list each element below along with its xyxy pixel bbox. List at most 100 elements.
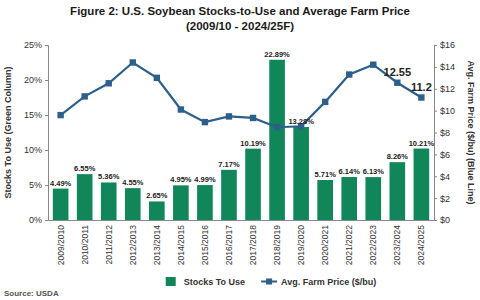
tick: $6 (434, 150, 450, 160)
tick-mark (45, 220, 48, 221)
tick-label: $0 (440, 215, 450, 225)
tick-mark (45, 150, 48, 151)
tick: $0 (434, 215, 450, 225)
tick-label: 10% (24, 145, 42, 155)
marker (418, 94, 424, 100)
y-axis: 0% 5% 10% 15% 20% 25% (24, 40, 49, 225)
tick-label: 2011/2012 (104, 225, 114, 265)
tick: 10% (24, 145, 48, 155)
tick-label: $14 (440, 62, 455, 72)
tick: $10 (434, 106, 455, 116)
tick: 2009/2010 (56, 225, 66, 265)
tick: 25% (24, 40, 48, 50)
tick-label: 2019/2020 (296, 225, 306, 265)
tick-mark (434, 111, 437, 112)
marker (57, 112, 63, 118)
tick: $12 (434, 84, 455, 94)
tick-label: $12 (440, 84, 455, 94)
marker (202, 119, 208, 125)
data-label: 4.49% (50, 179, 72, 188)
bar (365, 177, 381, 220)
tick-label: $2 (440, 194, 450, 204)
legend-label: Stocks To Use (184, 277, 245, 287)
tick-label: 2021/2022 (344, 225, 354, 265)
bar (197, 185, 213, 220)
y-axis-title: Stocks To Use (Green Column) (3, 67, 13, 199)
tick-label: 2012/2013 (128, 225, 138, 265)
bar (221, 170, 237, 220)
marker (130, 59, 136, 65)
tick: $16 (434, 40, 455, 50)
tick-label: $6 (440, 150, 450, 160)
tick-label: 2013/2014 (152, 225, 162, 265)
marker (226, 113, 232, 119)
tick-label: 25% (24, 40, 42, 50)
tick: 0% (29, 215, 48, 225)
tick-mark (434, 133, 437, 134)
tick-mark (434, 154, 437, 155)
marker (106, 80, 112, 86)
bar (317, 180, 333, 220)
tick-label: 2016/2017 (224, 225, 234, 265)
bar (149, 201, 165, 220)
tick: 2014/2015 (176, 225, 186, 265)
data-label: 4.55% (122, 178, 144, 187)
marker (178, 106, 184, 112)
bar (77, 174, 93, 220)
bar (390, 162, 406, 220)
legend-item: Avg. Farm Price ($/bu) (261, 277, 376, 287)
tick-label: 2020/2021 (320, 225, 330, 265)
tick-label: 2010/2011 (80, 225, 90, 265)
data-label: 4.99% (194, 175, 216, 184)
data-labels: 4.49%6.55%5.36%4.55%2.65%4.95%4.99%7.17%… (50, 50, 434, 201)
data-label: 12.55 (384, 66, 412, 78)
tick-label: 2022/2023 (368, 225, 378, 265)
tick: 2017/2018 (248, 225, 258, 265)
data-label: 7.17% (218, 160, 240, 169)
tick: 2015/2016 (200, 225, 210, 265)
marker (394, 80, 400, 86)
data-label: 5.71% (315, 170, 337, 179)
tick-label: 20% (24, 75, 42, 85)
bar (173, 185, 189, 220)
tick-label: 2015/2016 (200, 225, 210, 265)
plot-area (53, 59, 429, 220)
tick: 2010/2011 (80, 225, 90, 265)
marker (370, 61, 376, 67)
tick: 2011/2012 (104, 225, 114, 265)
tick-label: 5% (29, 180, 42, 190)
data-label: 10.21% (409, 139, 435, 148)
subtitle: (2009/10 - 2024/25F) (186, 20, 294, 32)
tick: $2 (434, 194, 450, 204)
data-label: 8.26% (387, 152, 409, 161)
marker (154, 75, 160, 81)
tick: 15% (24, 110, 48, 120)
tick: 2019/2020 (296, 225, 306, 265)
y2-axis: $0 $2 $4 $6 $8 $10 $12 $14 $16 (434, 40, 455, 225)
tick: 2018/2019 (272, 225, 282, 265)
tick: $8 (434, 128, 450, 138)
data-label: 2.65% (146, 191, 168, 200)
tick: 2024/2025 (416, 225, 426, 265)
bar (125, 188, 141, 220)
tick-label: 2014/2015 (176, 225, 186, 265)
data-label: 10.19% (240, 139, 266, 148)
data-label: 6.14% (339, 167, 361, 176)
title: Figure 2: U.S. Soybean Stocks-to-Use and… (70, 5, 410, 17)
tick-mark (434, 45, 437, 46)
bar (293, 127, 309, 220)
marker (322, 99, 328, 105)
tick: 2012/2013 (128, 225, 138, 265)
marker (274, 124, 280, 130)
tick-label: $10 (440, 106, 455, 116)
marker (81, 93, 87, 99)
axis-line (49, 220, 435, 221)
tick-label: 2017/2018 (248, 225, 258, 265)
tick: $4 (434, 172, 450, 182)
legend-swatch (166, 277, 176, 286)
tick-label: 15% (24, 110, 42, 120)
tick-label: 2023/2024 (392, 225, 402, 265)
tick-mark (434, 176, 437, 177)
x-axis: 2009/2010 2010/2011 2011/2012 2012/2013 2013… (49, 221, 435, 266)
data-label: 6.13% (363, 167, 385, 176)
